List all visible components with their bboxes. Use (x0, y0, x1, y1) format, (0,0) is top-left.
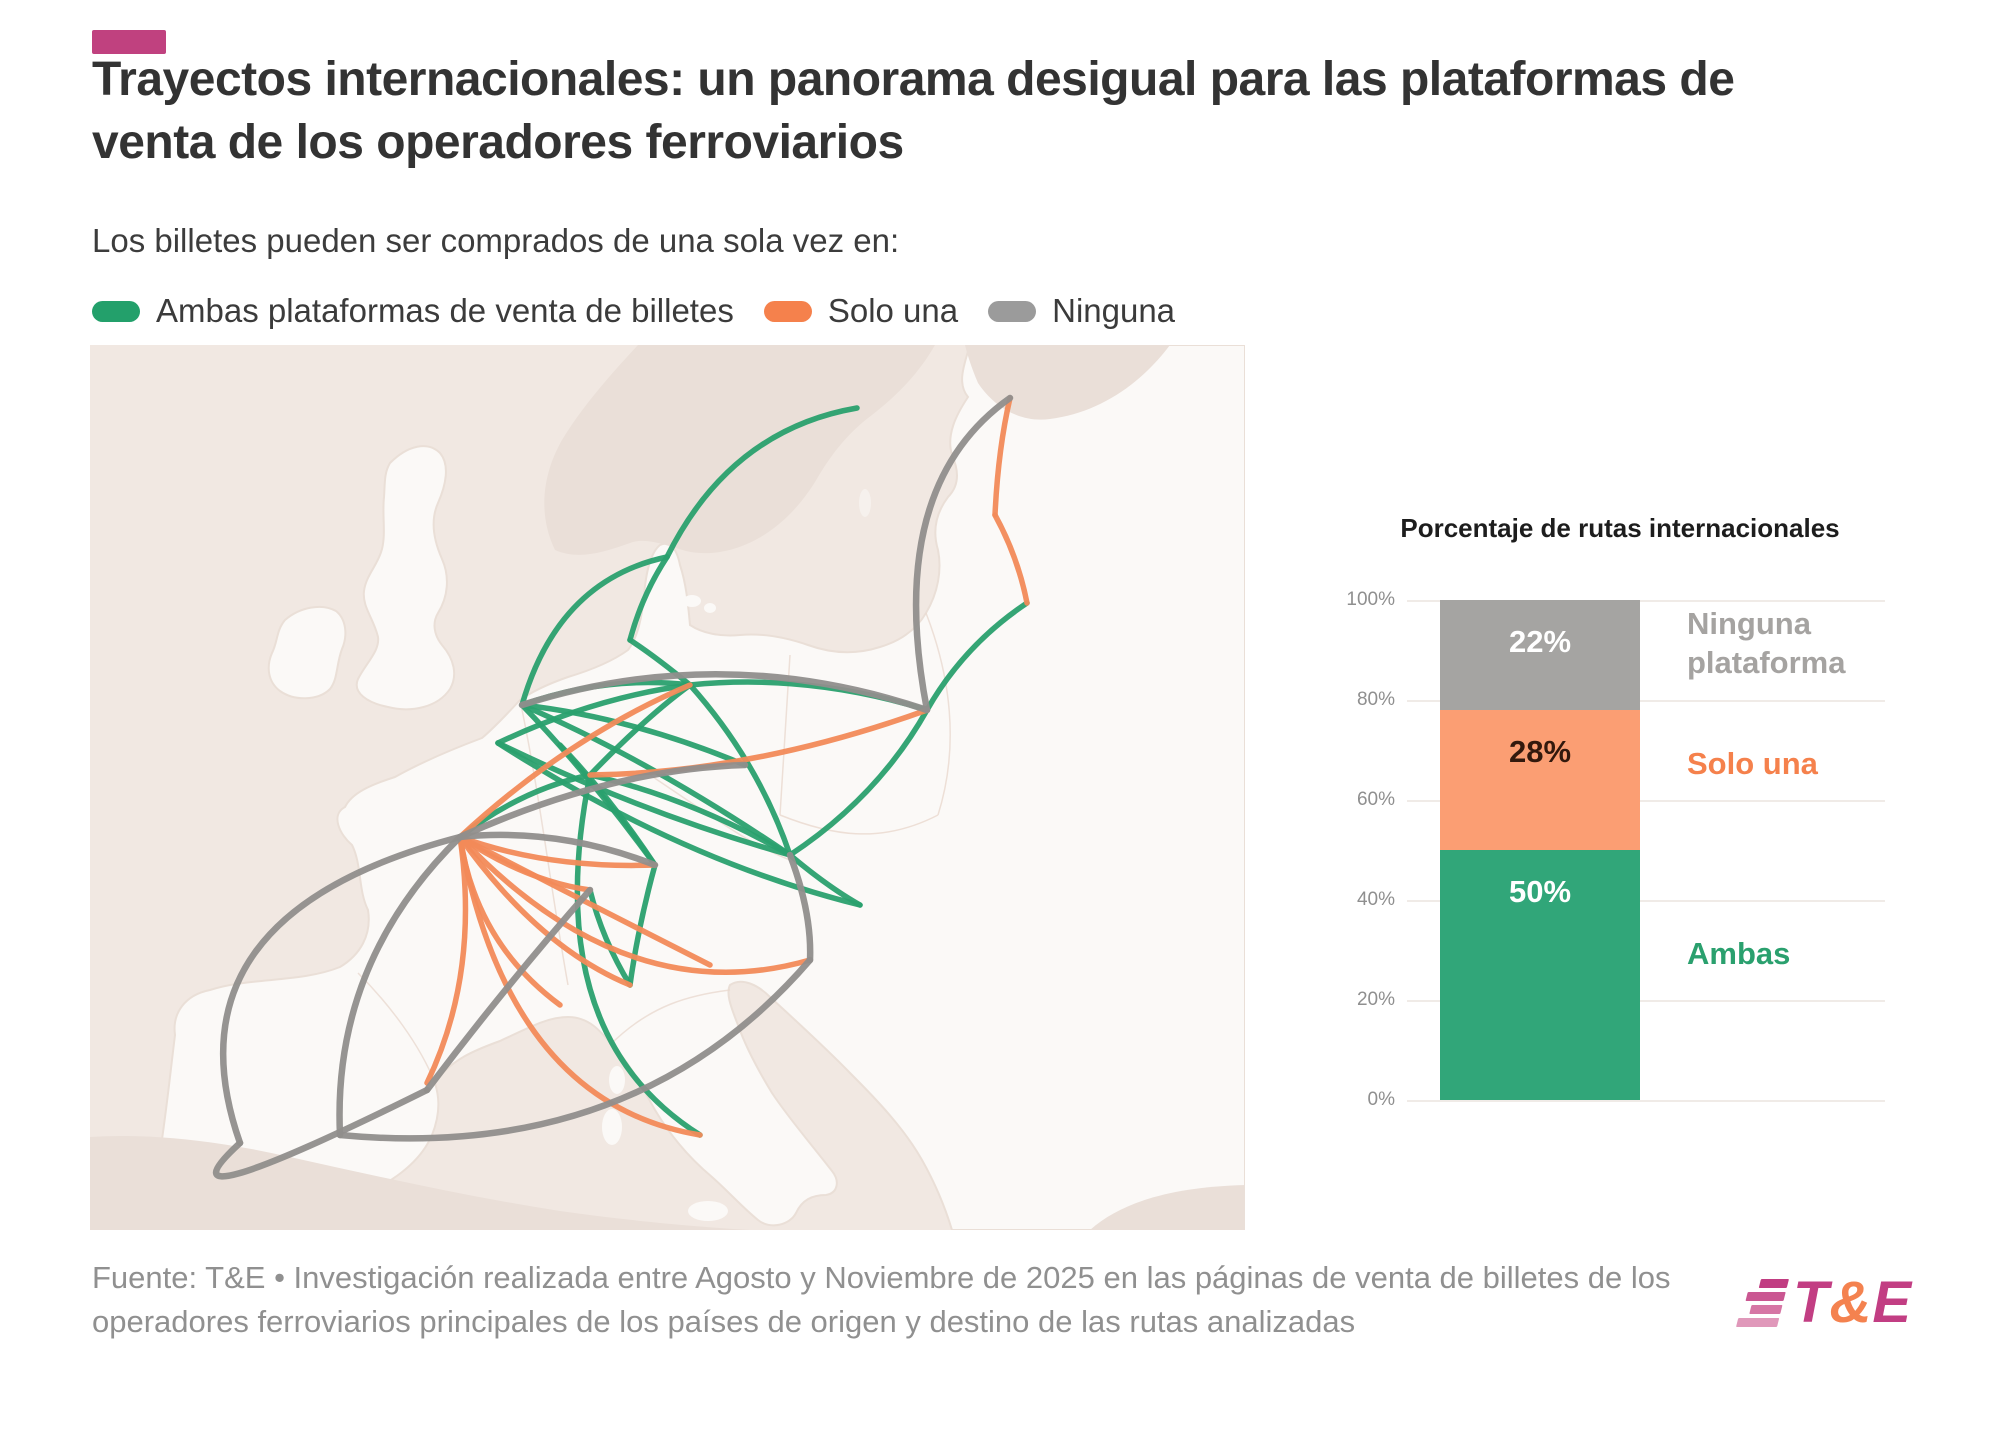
accent-bar (92, 30, 166, 54)
bar-value-label-solo-una: 28% (1508, 734, 1572, 769)
route-arc-ambas (495, 740, 793, 858)
route-arc-ninguna (212, 1086, 431, 1180)
route-arc-ninguna (423, 886, 594, 1094)
route-arc-ninguna (912, 394, 1014, 714)
route-arc-ambas (627, 862, 658, 988)
route-arc-ambas (587, 682, 693, 778)
route-arc-ambas (519, 554, 670, 708)
bar-chart: Porcentaje de rutas internacionales 100%… (1295, 505, 1945, 1155)
route-arc-solo_una (457, 834, 658, 869)
bar-segment-ninguna: 22% (1440, 600, 1640, 710)
y-axis-tick: 80% (1356, 689, 1395, 710)
page-subtitle: Los billetes pueden ser comprados de una… (92, 222, 900, 259)
route-arc-ambas (687, 682, 793, 858)
europe-map-svg (90, 344, 1246, 1231)
route-arc-solo_una (587, 707, 930, 778)
legend-swatch-ninguna-icon (988, 300, 1037, 322)
bar-segment-solo-una: 28% (1440, 710, 1640, 850)
route-arc-ambas (924, 600, 1030, 713)
te-logo-letter-e: E (1872, 1270, 1913, 1335)
route-arc-ninguna (336, 956, 814, 1142)
legend-item-ambas: Ambas plataformas de venta de billetes (92, 292, 734, 330)
route-arc-solo_una (457, 834, 703, 1138)
route-arc-ambas (587, 887, 633, 988)
route-arc-ninguna (786, 851, 814, 964)
route-arc-solo_una (992, 395, 1013, 518)
y-axis-tick: 40% (1356, 889, 1395, 910)
gridline (1407, 1000, 1885, 1002)
bar-value-label-ambas: 50% (1508, 874, 1572, 909)
y-axis-tick: 100% (1346, 589, 1395, 610)
europe-route-map (90, 344, 1246, 1231)
legend-item-solo-una: Solo una (763, 292, 959, 330)
map-land (90, 344, 1246, 1231)
te-logo-letter-t: T (1793, 1270, 1830, 1335)
route-arc-ambas (664, 405, 860, 560)
gridline (1407, 600, 1885, 602)
route-arc-solo_una (992, 512, 1030, 606)
side-label-solo-una: Solo una (1687, 746, 1818, 781)
page-title: Trayectos internacionales: un panorama d… (92, 53, 1735, 170)
legend-swatch-ambas-icon (92, 300, 140, 322)
side-label-ambas: Ambas (1687, 936, 1791, 971)
stacked-bar: 22% 28% 50% (1440, 600, 1640, 1100)
gridline (1407, 700, 1885, 702)
y-axis-tick: 60% (1356, 789, 1395, 810)
route-arc-solo_una (457, 834, 813, 976)
map-legend: Ambas plataformas de venta de billetes S… (92, 292, 1175, 330)
map-country-borders (357, 612, 951, 1084)
legend-swatch-solo-una-icon (763, 300, 812, 322)
route-arc-solo_una (457, 834, 633, 988)
route-arc-ninguna (219, 833, 464, 1147)
legend-label-ambas: Ambas plataformas de venta de billetes (156, 292, 734, 329)
chart-title: Porcentaje de rutas internacionales (1400, 513, 1840, 543)
legend-label-solo-una: Solo una (827, 292, 959, 329)
routes-layer (212, 394, 1030, 1180)
route-arc-ambas (495, 682, 693, 746)
route-arc-ninguna (456, 761, 749, 841)
route-arc-ninguna (456, 831, 659, 869)
te-logo-text: T&E (1793, 1274, 1912, 1332)
route-arc-solo_una (457, 682, 693, 840)
route-arc-ambas (627, 637, 693, 688)
bar-segment-ambas: 50% (1440, 850, 1640, 1100)
y-axis-tick: 20% (1356, 989, 1395, 1010)
route-arc-ambas (519, 702, 748, 768)
gridline (1407, 900, 1885, 902)
route-arc-ambas (495, 740, 863, 908)
te-logo-icon (1736, 1279, 1789, 1327)
route-arc-ambas (787, 707, 930, 858)
gridline (1407, 800, 1885, 802)
side-label-ninguna-plataforma: Ninguna plataforma (1687, 606, 1846, 680)
legend-item-ninguna: Ninguna (988, 292, 1175, 330)
route-arc-solo_una (457, 834, 593, 893)
te-logo-ampersand: & (1829, 1270, 1873, 1335)
route-arc-ninguna (336, 833, 464, 1139)
route-arc-ninguna (518, 670, 931, 714)
gridline (1407, 1100, 1885, 1102)
source-note: Fuente: T&E • Investigación realizada en… (92, 1260, 1671, 1340)
route-arc-solo_una (424, 834, 469, 1086)
legend-label-ninguna: Ninguna (1052, 292, 1176, 329)
bar-value-label-ninguna: 22% (1508, 624, 1572, 659)
y-axis-tick: 0% (1367, 1089, 1395, 1110)
route-arc-ambas (627, 554, 670, 643)
te-logo: T&E (1736, 1274, 1912, 1332)
